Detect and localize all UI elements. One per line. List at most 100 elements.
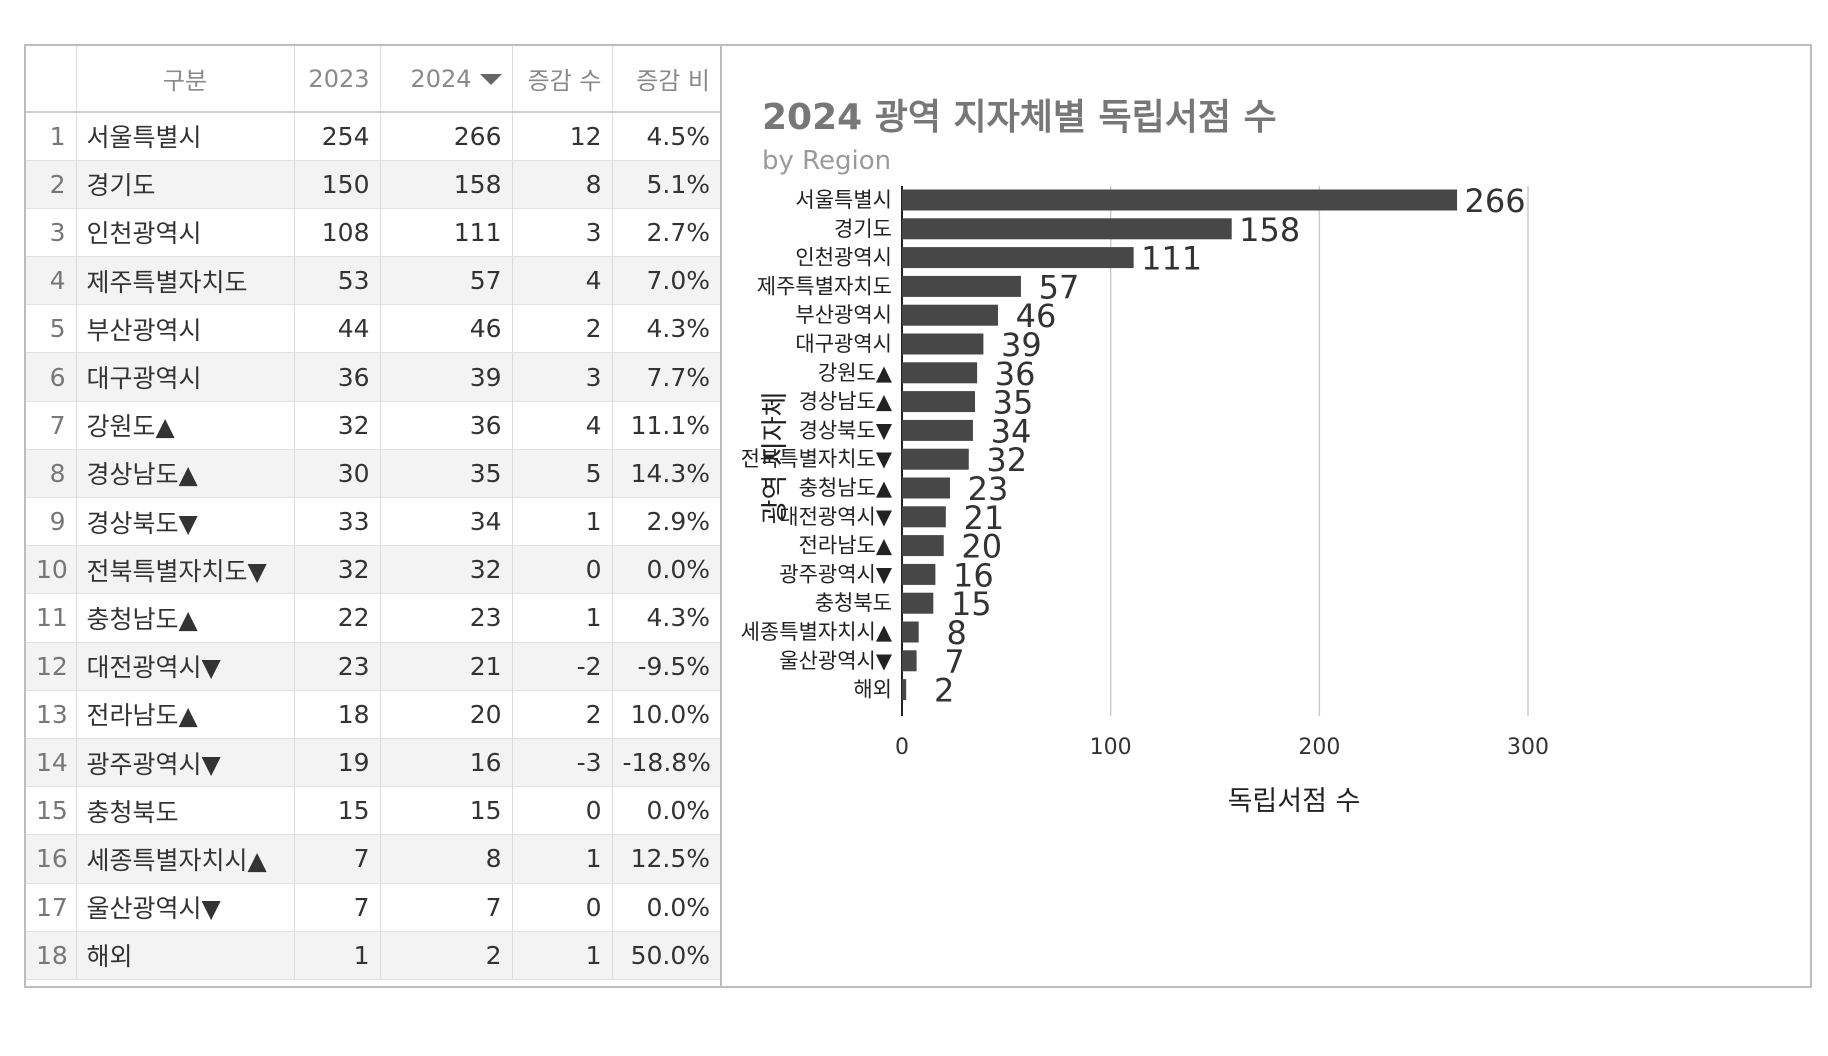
category-label: 울산광역시▼ (779, 649, 893, 673)
table-row[interactable]: 10 전북특별자치도▼ 32 32 0 0.0% (26, 545, 720, 595)
cell-index: 2 (26, 160, 77, 209)
cell-index: 9 (26, 497, 77, 547)
category-label: 충청남도▲ (799, 476, 893, 500)
cell-ratio: 12.5% (612, 834, 720, 884)
cell-2024: 8 (380, 834, 513, 884)
category-label: 충청북도 (815, 591, 892, 615)
table-header-row: 구분 2023 2024 증감 수 증감 비 (26, 46, 720, 113)
bar (902, 304, 998, 326)
category-label: 부산광역시 (795, 303, 892, 327)
table-row[interactable]: 14 광주광역시▼ 19 16 -3 -18.8% (26, 738, 720, 788)
table-row[interactable]: 18 해외 1 2 1 50.0% (26, 931, 720, 980)
cell-index: 4 (26, 256, 77, 306)
value-label: 266 (1465, 182, 1526, 220)
cell-2024: 39 (380, 352, 513, 402)
cell-diff: -3 (512, 738, 613, 788)
cell-ratio: 7.0% (612, 256, 720, 306)
cell-2023: 32 (294, 401, 381, 450)
cell-index: 18 (26, 931, 77, 980)
bar-chart: 0 100 200 300 서울특별시 266 경기도 158 인천광역시 111 제주특별자치도 5… (741, 182, 1549, 817)
bar (902, 419, 973, 441)
cell-2023: 15 (294, 786, 381, 836)
data-table-panel: 구분 2023 2024 증감 수 증감 비 1 서울특별시 254 266 12 4.5… (26, 46, 722, 986)
cell-2023: 108 (294, 208, 381, 258)
bar (902, 218, 1232, 240)
cell-ratio: 10.0% (612, 690, 720, 739)
cell-ratio: -9.5% (612, 642, 720, 691)
cell-2024: 158 (380, 160, 513, 209)
category-label: 제주특별자치도 (757, 274, 892, 298)
cell-diff: 5 (512, 449, 613, 499)
cell-region: 인천광역시 (76, 208, 295, 258)
header-2023[interactable]: 2023 (294, 46, 381, 113)
bar (902, 247, 1134, 269)
cell-2024: 34 (380, 497, 513, 547)
cell-2023: 30 (294, 449, 381, 499)
table-row[interactable]: 5 부산광역시 44 46 2 4.3% (26, 304, 720, 354)
cell-2023: 53 (294, 256, 381, 306)
bar (902, 563, 936, 585)
table-row[interactable]: 13 전라남도▲ 18 20 2 10.0% (26, 690, 720, 739)
cell-diff: 3 (512, 208, 613, 258)
value-label: 57 (1039, 268, 1080, 306)
category-label: 경상북도▼ (799, 418, 893, 442)
table-row[interactable]: 12 대전광역시▼ 23 21 -2 -9.5% (26, 642, 720, 691)
table-row[interactable]: 6 대구광역시 36 39 3 7.7% (26, 352, 720, 402)
bar (902, 189, 1458, 211)
cell-ratio: 11.1% (612, 401, 720, 450)
table-row[interactable]: 2 경기도 150 158 8 5.1% (26, 160, 720, 209)
table-row[interactable]: 16 세종특별자치시▲ 7 8 1 12.5% (26, 834, 720, 884)
header-index (26, 46, 77, 113)
cell-diff: 1 (512, 593, 613, 643)
cell-ratio: 2.9% (612, 497, 720, 547)
header-2024[interactable]: 2024 (380, 46, 513, 113)
cell-diff: 1 (512, 497, 613, 547)
cell-index: 13 (26, 690, 77, 739)
x-tick-label: 100 (1090, 735, 1132, 760)
header-ratio[interactable]: 증감 비 (612, 46, 720, 113)
x-tick-label: 300 (1507, 735, 1549, 760)
cell-2023: 150 (294, 160, 381, 209)
cell-2024: 111 (380, 208, 513, 258)
table-row[interactable]: 11 충청남도▲ 22 23 1 4.3% (26, 593, 720, 643)
cell-index: 1 (26, 112, 77, 161)
sort-descending-icon[interactable] (479, 74, 502, 85)
cell-index: 14 (26, 738, 77, 788)
cell-diff: 0 (512, 786, 613, 836)
category-label: 해외 (853, 678, 892, 702)
cell-index: 10 (26, 545, 77, 595)
cell-ratio: 4.3% (612, 304, 720, 354)
header-region[interactable]: 구분 (76, 46, 295, 113)
cell-region: 대전광역시▼ (76, 642, 295, 691)
bar (902, 535, 944, 557)
value-label: 39 (1001, 326, 1042, 364)
category-label: 인천광역시 (795, 246, 892, 270)
cell-2024: 23 (380, 593, 513, 643)
value-label: 32 (986, 441, 1027, 479)
table-row[interactable]: 8 경상남도▲ 30 35 5 14.3% (26, 449, 720, 499)
cell-2023: 1 (294, 931, 381, 980)
category-label: 전북특별자치도▼ (741, 447, 893, 471)
cell-ratio: 5.1% (612, 160, 720, 209)
bar (902, 362, 978, 384)
bar (902, 333, 984, 355)
cell-diff: 4 (512, 256, 613, 306)
table-row[interactable]: 15 충청북도 15 15 0 0.0% (26, 786, 720, 836)
cell-2024: 15 (380, 786, 513, 836)
table-row[interactable]: 9 경상북도▼ 33 34 1 2.9% (26, 497, 720, 547)
table-row[interactable]: 17 울산광역시▼ 7 7 0 0.0% (26, 883, 720, 932)
table-row[interactable]: 3 인천광역시 108 111 3 2.7% (26, 208, 720, 258)
cell-region: 경상북도▼ (76, 497, 295, 547)
cell-2024: 35 (380, 449, 513, 499)
cell-2023: 36 (294, 352, 381, 402)
value-label: 16 (953, 556, 994, 594)
table-row[interactable]: 7 강원도▲ 32 36 4 11.1% (26, 401, 720, 450)
cell-region: 대구광역시 (76, 352, 295, 402)
header-diff[interactable]: 증감 수 (512, 46, 613, 113)
cell-index: 11 (26, 593, 77, 643)
cell-index: 3 (26, 208, 77, 258)
table-row[interactable]: 1 서울특별시 254 266 12 4.5% (26, 112, 720, 161)
cell-diff: 2 (512, 690, 613, 739)
table-row[interactable]: 4 제주특별자치도 53 57 4 7.0% (26, 256, 720, 306)
cell-2023: 7 (294, 834, 381, 884)
